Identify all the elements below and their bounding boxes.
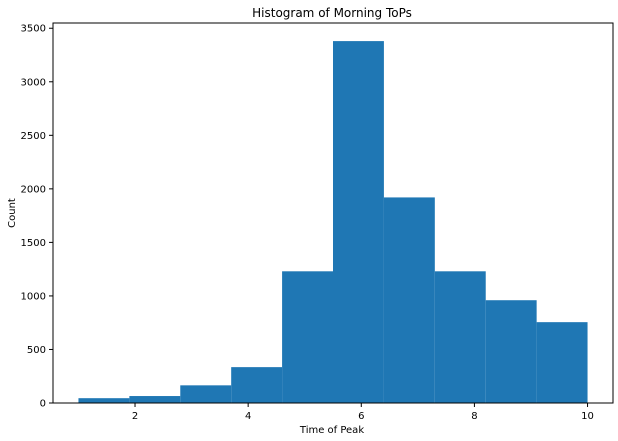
y-tick-label: 0 xyxy=(40,399,46,410)
plot-frame xyxy=(52,22,614,404)
y-tick-label: 1500 xyxy=(21,238,46,249)
x-tick-label: 4 xyxy=(245,411,251,422)
chart-title: Histogram of Morning ToPs xyxy=(252,6,412,20)
histogram-bar-9 xyxy=(485,300,537,403)
histogram-bar-1 xyxy=(78,398,130,403)
histogram-bar-2 xyxy=(129,396,181,403)
x-axis-ticks: 2 4 6 8 10 xyxy=(132,403,594,422)
histogram-bar-8 xyxy=(434,271,486,403)
y-tick-label: 1000 xyxy=(21,291,46,302)
histogram-bar-7 xyxy=(383,197,435,403)
bars-group xyxy=(78,41,588,403)
y-tick-label: 2500 xyxy=(21,131,46,142)
histogram-bar-5 xyxy=(282,271,333,403)
x-axis-label: Time of Peak xyxy=(299,425,364,436)
x-tick-label: 10 xyxy=(581,411,594,422)
y-tick-label: 3000 xyxy=(21,77,46,88)
histogram-bar-6 xyxy=(333,41,384,403)
histogram-bar-4 xyxy=(231,367,283,403)
y-axis-ticks: 0 500 1000 1500 2000 2500 3000 3500 xyxy=(21,24,53,410)
x-tick-label: 2 xyxy=(132,411,138,422)
histogram-bar-10 xyxy=(536,322,588,403)
y-tick-label: 3500 xyxy=(21,24,46,35)
x-tick-label: 8 xyxy=(471,411,477,422)
y-axis-label: Count xyxy=(7,198,18,228)
y-tick-label: 500 xyxy=(27,345,46,356)
x-tick-label: 6 xyxy=(358,411,364,422)
histogram-bar-3 xyxy=(180,385,232,403)
y-tick-label: 2000 xyxy=(21,184,46,195)
